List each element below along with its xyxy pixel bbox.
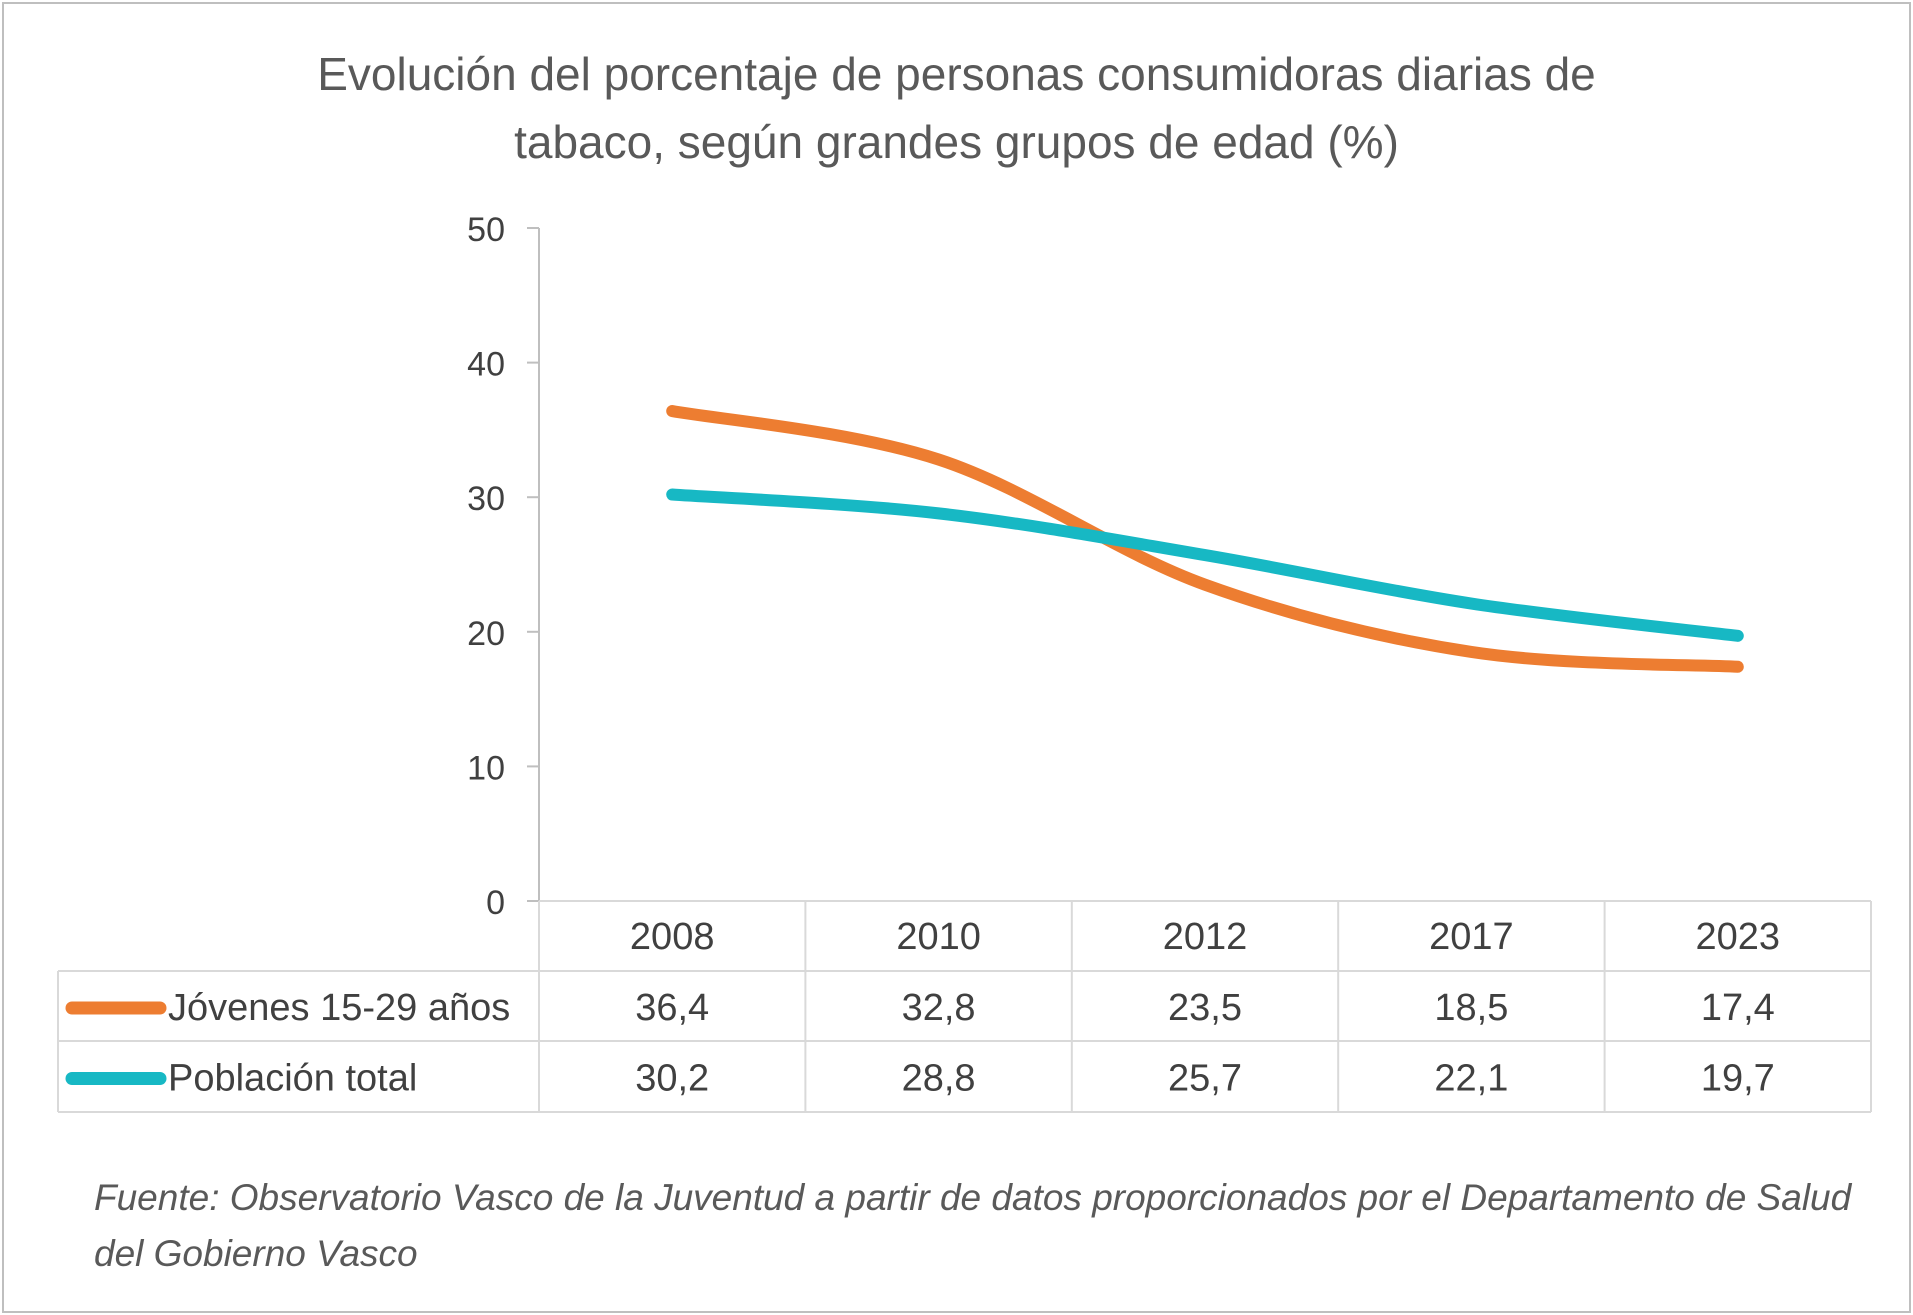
table-value: 22,1 [1434,1058,1508,1100]
x-category-label: 2012 [1163,916,1248,958]
y-tick-label: 30 [467,480,505,518]
x-category-label: 2023 [1696,916,1781,958]
table-value: 18,5 [1434,987,1508,1029]
table-value: 28,8 [902,1058,976,1100]
chart-title: Evolución del porcentaje de personas con… [0,40,1913,176]
series-line-poblacion [666,488,1744,642]
table-value: 17,4 [1701,987,1775,1029]
table-value: 19,7 [1701,1058,1775,1100]
y-tick-label: 0 [486,884,505,922]
x-category-label: 2008 [630,916,715,958]
x-category-label: 2010 [896,916,981,958]
table-value: 36,4 [635,987,709,1029]
axes-group: 0 10 20 30 40 50 [467,211,540,922]
y-tick-label: 20 [467,615,505,653]
table-value: 32,8 [902,987,976,1029]
table-value: 23,5 [1168,987,1242,1029]
chart-title-line-1: Evolución del porcentaje de personas con… [317,48,1596,100]
source-note: Fuente: Observatorio Vasco de la Juventu… [94,1177,1852,1274]
chart-title-line-2: tabaco, según grandes grupos de edad (%) [514,116,1399,168]
series-group [666,405,1744,673]
series-line-jovenes [666,405,1744,673]
y-tick-label: 40 [467,346,505,384]
y-tick-label: 10 [467,749,505,787]
table-value: 30,2 [635,1058,709,1100]
data-table: 2008 2010 2012 2017 2023 Jóvenes 15-29 años 36… [57,900,1872,1113]
table-value: 25,7 [1168,1058,1242,1100]
legend-label: Jóvenes 15-29 años [168,987,510,1029]
y-tick-label: 50 [467,211,505,249]
x-category-label: 2017 [1429,916,1514,958]
legend-label: Población total [168,1058,417,1100]
